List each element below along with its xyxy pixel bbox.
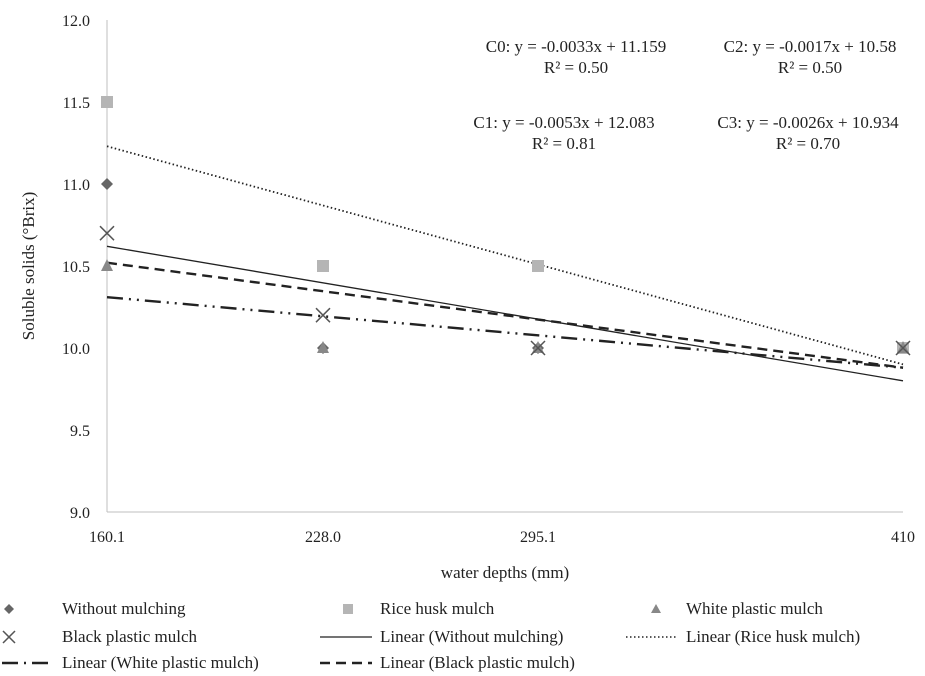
data-point-square (532, 260, 544, 272)
trendline (106, 245, 904, 382)
trendline (106, 295, 904, 369)
triangle-marker-icon (651, 604, 661, 613)
legend-label: Linear (White plastic mulch) (62, 653, 259, 672)
y-tick-labels: 9.0 9.5 10.0 10.5 11.0 11.5 12.0 (62, 13, 90, 522)
legend: Without mulching Rice husk mulch White p… (0, 592, 925, 675)
x-tick-label: 228.0 (305, 529, 341, 546)
legend-label: Black plastic mulch (62, 627, 198, 646)
y-axis-title: Soluble solids (°Brix) (19, 192, 38, 340)
square-marker-icon (343, 604, 353, 614)
data-point-triangle (101, 259, 113, 271)
equation-c3-r2: R² = 0.70 (775, 134, 841, 153)
dash-dot-line-icon (2, 661, 54, 665)
data-points (99, 96, 911, 356)
legend-label: Without mulching (62, 599, 186, 618)
equation-c0: C0: y = -0.0033x + 11.159 R² = 0.50 (460, 36, 692, 78)
legend-item-linear-without-mulching: Linear (Without mulching) (318, 624, 563, 650)
equation-c1: C1: y = -0.0053x + 12.083 R² = 0.81 (448, 112, 680, 154)
y-tick-label: 9.0 (70, 505, 90, 522)
equation-c1-line1: C1: y = -0.0053x + 12.083 (473, 113, 655, 132)
legend-item-linear-black-plastic-mulch: Linear (Black plastic mulch) (318, 650, 575, 676)
legend-label: Linear (Rice husk mulch) (686, 627, 861, 646)
data-point-triangle (317, 341, 329, 353)
equation-c2-r2: R² = 0.50 (777, 58, 843, 77)
data-point-x (895, 340, 911, 356)
equation-c0-line1: C0: y = -0.0033x + 11.159 (485, 37, 667, 56)
legend-item-white-plastic-mulch: White plastic mulch (624, 596, 823, 622)
equation-c3-line1: C3: y = -0.0026x + 10.934 (717, 113, 899, 132)
legend-item-linear-white-plastic-mulch: Linear (White plastic mulch) (0, 650, 259, 676)
data-point-square (317, 260, 329, 272)
legend-label: White plastic mulch (686, 599, 823, 618)
equation-c1-r2: R² = 0.81 (531, 134, 597, 153)
x-marker-icon (2, 630, 16, 644)
trendline (106, 145, 904, 366)
equation-c2: C2: y = -0.0017x + 10.58 R² = 0.50 (710, 36, 910, 78)
dotted-line-icon (626, 636, 678, 638)
y-tick-label: 10.5 (62, 259, 90, 276)
legend-label: Linear (Black plastic mulch) (380, 653, 575, 672)
data-point-square (101, 96, 113, 108)
trendline (106, 261, 904, 369)
trendlines (106, 145, 904, 382)
legend-item-black-plastic-mulch: Black plastic mulch (0, 624, 197, 650)
diamond-marker-icon (4, 604, 14, 614)
equation-c2-line1: C2: y = -0.0017x + 10.58 (723, 37, 897, 56)
x-tick-label: 410 (891, 529, 915, 546)
x-tick-labels: 160.1 228.0 295.1 410 (89, 529, 915, 546)
dashed-line-icon (320, 661, 372, 665)
data-point-x (315, 307, 331, 323)
legend-item-linear-rice-husk-mulch: Linear (Rice husk mulch) (624, 624, 860, 650)
data-point-x (530, 340, 546, 356)
legend-label: Rice husk mulch (380, 599, 495, 618)
x-axis-title: water depths (mm) (441, 563, 569, 582)
equation-c0-r2: R² = 0.50 (543, 58, 609, 77)
legend-item-without-mulching: Without mulching (0, 596, 186, 622)
equation-c3: C3: y = -0.0026x + 10.934 R² = 0.70 (693, 112, 923, 154)
y-tick-label: 11.0 (63, 177, 90, 194)
data-point-diamond (101, 178, 113, 190)
y-tick-label: 11.5 (63, 95, 90, 112)
x-tick-label: 160.1 (89, 529, 125, 546)
chart-svg: 9.0 9.5 10.0 10.5 11.0 11.5 12.0 160.1 228.0 295… (19, 13, 915, 582)
y-tick-label: 9.5 (70, 423, 90, 440)
y-tick-label: 12.0 (62, 13, 90, 30)
solid-line-icon (320, 636, 372, 638)
data-point-x (99, 225, 115, 241)
legend-item-rice-husk-mulch: Rice husk mulch (318, 596, 494, 622)
x-tick-label: 295.1 (520, 529, 556, 546)
legend-label: Linear (Without mulching) (380, 627, 564, 646)
y-tick-label: 10.0 (62, 341, 90, 358)
